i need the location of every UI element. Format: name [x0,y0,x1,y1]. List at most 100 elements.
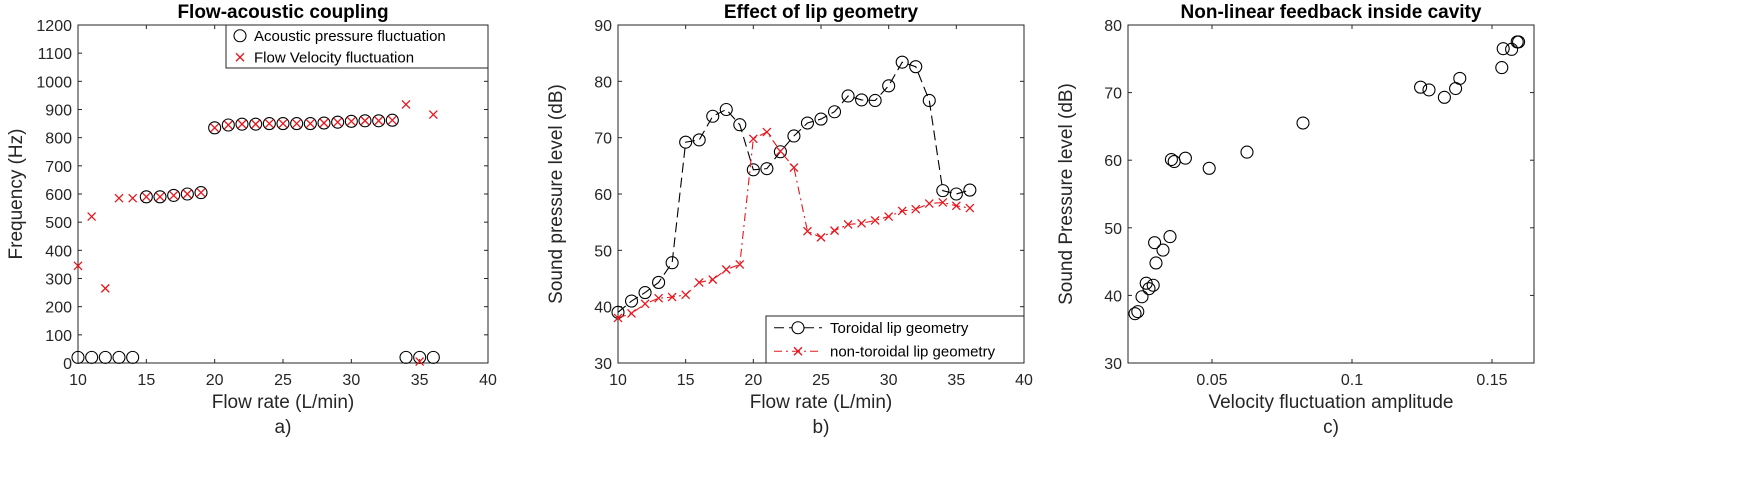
legend-box [225,24,489,69]
data-point-0.0405-60.3 [1178,151,1192,165]
data-point-31-57 [897,206,907,216]
data-point-22-67.5 [773,145,787,159]
data-point-0.0325-46.7 [1156,243,1170,257]
data-point-29-855 [333,117,343,127]
series-line [617,131,970,319]
data-point-35-5 [415,357,425,367]
subfigure-label: a) [275,417,292,438]
data-point-14-585 [128,193,138,203]
data-point-16-590 [155,192,165,202]
data-point-32-82.6 [909,60,923,74]
data-point-25-73.3 [814,112,828,126]
chart-title: Flow-acoustic coupling [177,2,388,23]
y-tick-label: 1100 [38,46,73,63]
data-point-31-83.4 [895,55,909,69]
legend-label: Flow Velocity fluctuation [254,49,414,66]
data-point-23-848 [249,117,263,131]
data-point-12-42.5 [638,286,652,300]
y-tick-label: 600 [45,187,72,204]
data-point-12-40.5 [640,299,650,309]
data-point-34-20 [399,350,413,364]
data-point-30-56 [884,212,894,221]
data-point-36-20 [426,350,440,364]
y-axis-label: Sound Pressure level (dB) [1056,83,1077,305]
y-tick-label: 70 [594,131,612,148]
x-tick-label: 35 [947,372,965,389]
data-point-0.1535-73.7 [1495,61,1509,75]
legend-label: Toroidal lip geometry [830,320,969,337]
data-point-21-845 [223,120,233,130]
data-point-19-605 [196,188,206,198]
data-point-30-858 [346,116,356,126]
data-point-17-73.8 [706,109,720,123]
data-point-0.1385-72.1 [1453,71,1467,85]
data-point-32-860 [372,114,386,128]
data-point-0.0625-61.2 [1240,145,1254,159]
data-point-16-590 [153,190,167,204]
data-point-22-67.6 [775,146,785,156]
data-point-0.025-39.8 [1135,290,1149,304]
data-point-0.049-58.8 [1202,161,1216,175]
data-point-17-595 [169,190,179,200]
legend-marker-x [793,346,803,356]
data-point-24-72.6 [800,116,815,130]
chart-non-linear-feedback: Non-linear feedback inside cavity 0.05 0.1… [1056,2,1535,438]
plot-area-frame [77,24,489,364]
y-tick-label: 900 [45,103,72,120]
data-point-29-55.3 [870,216,880,225]
data-point-20-69.8 [748,134,758,144]
data-point-33-76.6 [922,93,936,108]
data-point-11-41 [624,294,639,308]
data-point-27-850 [303,117,317,131]
chart-effect-of-lip-geometry: Effect of lip geometry 10 15 20 25 30 35 40 30 40… [546,2,1033,438]
data-point-35-20 [413,350,427,364]
data-point-18-600 [180,187,194,201]
data-point-0.029-41.5 [1146,278,1160,292]
data-point-0.0365-59.8 [1167,155,1181,169]
y-tick-label: 1200 [36,18,72,35]
data-point-16-69.6 [692,133,706,147]
data-point-33-862 [385,113,399,127]
data-point-32-57.3 [911,204,921,214]
plot-area-frame [617,24,1025,364]
data-point-31-860 [360,116,370,126]
data-point-24-850 [264,119,274,129]
y-axis-label: Sound pressure level (dB) [546,84,567,304]
data-point-26-53.5 [830,226,839,236]
data-point-25-52.3 [816,232,826,242]
data-point-0.0825-65.5 [1296,116,1310,130]
data-point-18-75 [719,102,733,117]
data-point-33-862 [387,115,397,125]
y-tick-label: 90 [594,18,612,35]
series-2 [73,99,438,367]
data-point-11-20 [85,350,99,364]
legend-marker-circle [791,321,805,335]
y-axis-label: Frequency (Hz) [6,129,27,260]
data-point-20-64.3 [746,163,760,177]
x-tick-label: 15 [677,372,695,389]
data-point-13-585 [114,193,124,203]
data-point-35-57.9 [951,201,961,211]
data-point-24-53.4 [803,226,812,236]
data-point-27-77.4 [841,89,855,103]
data-point-23-70.3 [787,129,801,143]
data-point-14-47.8 [665,256,679,270]
x-tick-label: 40 [1015,372,1033,389]
data-point-35-60 [949,187,963,201]
x-axis-label: Flow rate (L/min) [212,392,355,413]
legend-item-1: Acoustic pressure fluctuation [233,28,446,45]
data-point-30-858 [344,114,358,128]
y-tick-label: 500 [45,215,72,232]
data-point-21-64.5 [760,162,774,176]
data-point-0.1275-70.4 [1422,83,1436,97]
data-point-0.0235-37.6 [1131,305,1145,319]
data-point-34-918 [401,99,411,109]
x-tick-label: 25 [812,372,830,389]
data-point-23-848 [251,119,261,129]
data-point-32-860 [374,116,384,126]
x-tick-label: 30 [342,372,360,389]
x-tick-label: 35 [411,372,429,389]
data-point-10-20 [71,350,85,364]
